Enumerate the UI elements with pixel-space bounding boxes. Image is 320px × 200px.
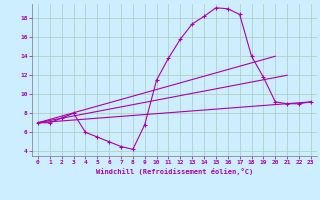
X-axis label: Windchill (Refroidissement éolien,°C): Windchill (Refroidissement éolien,°C) [96, 168, 253, 175]
